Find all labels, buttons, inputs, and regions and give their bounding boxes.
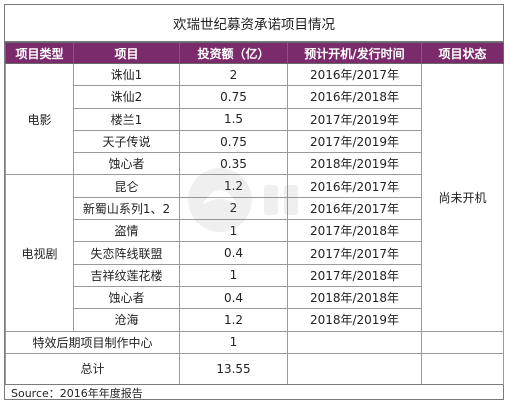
project-time: 2017年/2018年 <box>287 263 422 287</box>
project-name: 诛仙2 <box>73 85 180 109</box>
project-name: 诛仙1 <box>73 62 180 87</box>
header-project: 项目 <box>73 42 180 64</box>
project-status: 尚未开机 <box>421 63 504 332</box>
source-note: Source：2016年年度报告 <box>5 384 503 401</box>
header-row: 项目类型 项目 投资额（亿） 预计开机/发行时间 项目状态 <box>5 42 504 64</box>
special-row: 特效后期项目制作中心 1 <box>5 330 504 354</box>
total-label: 总计 <box>5 352 180 385</box>
header-type: 项目类型 <box>5 42 74 64</box>
special-amount: 1 <box>179 330 288 354</box>
project-time: 2017年/2019年 <box>287 129 422 154</box>
project-amount: 1 <box>179 219 288 243</box>
table-row: 吉祥纹莲花楼 1 2017年/2018年 <box>6 263 504 287</box>
project-name: 吉祥纹莲花楼 <box>73 263 180 287</box>
table-row: 失恋阵线联盟 0.4 2017年/2017年 <box>6 241 504 265</box>
total-status <box>421 352 504 385</box>
project-name: 天子传说 <box>73 129 180 154</box>
table-frame: 欢瑞世纪募资承诺项目情况 项目类型 项目 投资额（亿） 预计开机/发行时间 项目… <box>4 4 504 400</box>
project-amount: 0.4 <box>179 285 288 310</box>
project-time: 2018年/2019年 <box>287 152 422 176</box>
project-time: 2018年/2019年 <box>287 308 422 332</box>
project-time: 2017年/2018年 <box>287 219 422 243</box>
project-amount: 0.75 <box>179 129 288 154</box>
total-row: 总计 13.55 <box>5 352 504 385</box>
table-row: 电视剧 昆仑 1.2 2016年/2017年 <box>5 174 504 332</box>
category-film: 电影 <box>5 62 74 176</box>
table-row: 电影 诛仙1 2 2016年/2017年 尚未开机 <box>5 62 504 332</box>
header-amount: 投资额（亿） <box>179 42 288 64</box>
special-label: 特效后期项目制作中心 <box>5 330 180 354</box>
project-name: 沧海 <box>73 308 180 332</box>
project-amount: 2 <box>179 196 288 221</box>
total-amount: 13.55 <box>179 352 288 385</box>
project-name: 失恋阵线联盟 <box>73 241 180 265</box>
project-table: 项目类型 项目 投资额（亿） 预计开机/发行时间 项目状态 电影 诛仙1 2 2… <box>5 42 504 385</box>
project-time: 2016年/2018年 <box>287 85 422 109</box>
project-amount: 1.2 <box>179 308 288 332</box>
table-title: 欢瑞世纪募资承诺项目情况 <box>5 5 503 42</box>
total-time <box>287 352 422 385</box>
project-name: 昆仑 <box>73 174 180 198</box>
project-name: 蚀心者 <box>73 285 180 310</box>
header-time: 预计开机/发行时间 <box>287 42 422 64</box>
project-amount: 1.5 <box>179 107 288 131</box>
project-name: 盗情 <box>73 219 180 243</box>
project-amount: 2 <box>179 62 288 87</box>
category-tv: 电视剧 <box>5 174 74 332</box>
table-row: 盗情 1 2017年/2018年 <box>6 219 504 243</box>
project-amount: 1 <box>179 263 288 287</box>
table-row: 蚀心者 0.35 2018年/2019年 <box>6 152 504 176</box>
project-time: 2016年/2017年 <box>287 174 422 198</box>
special-status <box>421 330 504 354</box>
project-amount: 1.2 <box>179 174 288 198</box>
project-name: 楼兰1 <box>73 107 180 131</box>
project-time: 2017年/2017年 <box>287 241 422 265</box>
special-time <box>287 330 422 354</box>
project-amount: 0.35 <box>179 152 288 176</box>
project-name: 蚀心者 <box>73 152 180 176</box>
project-time: 2017年/2019年 <box>287 107 422 131</box>
table-row: 沧海 1.2 2018年/2019年 <box>6 308 504 332</box>
project-time: 2016年/2017年 <box>287 196 422 221</box>
project-time: 2018年/2018年 <box>287 285 422 310</box>
project-amount: 0.4 <box>179 241 288 265</box>
project-amount: 0.75 <box>179 85 288 109</box>
project-time: 2016年/2017年 <box>287 62 422 87</box>
header-status: 项目状态 <box>421 42 504 64</box>
project-name: 新蜀山系列1、2 <box>73 196 180 221</box>
table-row: 楼兰1 1.5 2017年/2019年 <box>6 107 504 131</box>
table-row: 蚀心者 0.4 2018年/2018年 <box>6 285 504 310</box>
